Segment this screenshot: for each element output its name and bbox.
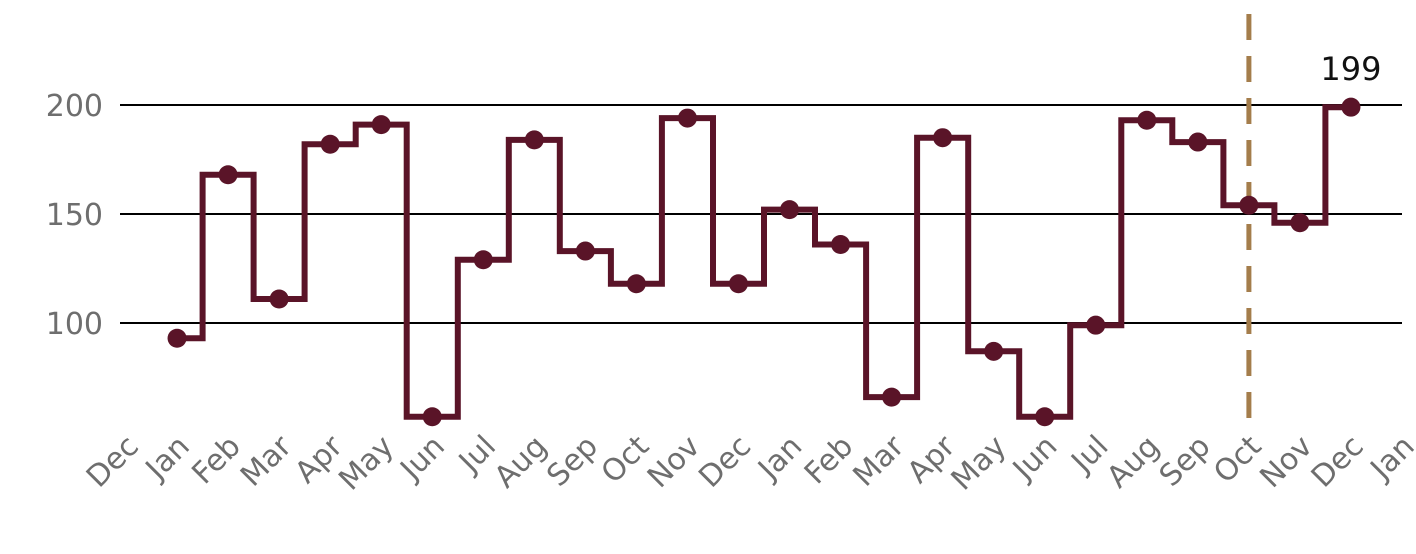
x-tick-label: Jan	[1363, 429, 1416, 488]
data-point	[626, 274, 646, 294]
x-tick-label: Oct	[595, 429, 657, 491]
y-axis-tick-labels: 100 150 200	[46, 89, 103, 342]
x-tick-label: Jan	[138, 429, 197, 488]
data-point	[1341, 97, 1361, 117]
data-point	[167, 328, 187, 348]
series-step-line	[177, 104, 1351, 420]
x-tick-label: May	[945, 429, 1014, 498]
data-point	[1290, 213, 1310, 233]
x-tick-label: Feb	[185, 429, 247, 491]
x-tick-label: Jun	[393, 429, 452, 488]
data-point	[1188, 132, 1208, 152]
data-point	[984, 341, 1004, 361]
data-label-last-point: 199	[1320, 50, 1381, 88]
x-tick-label: Aug	[1100, 429, 1166, 495]
data-point	[422, 407, 442, 427]
data-point	[933, 128, 953, 148]
x-tick-label: Dec	[692, 429, 758, 495]
data-point	[473, 250, 493, 270]
data-point	[575, 241, 595, 261]
x-tick-label: Mar	[846, 428, 911, 493]
data-point	[269, 289, 289, 309]
data-point	[1137, 110, 1157, 130]
x-tick-label: Nov	[1253, 429, 1319, 495]
data-point	[728, 274, 748, 294]
data-point	[1239, 195, 1259, 215]
y-tick-label: 200	[46, 89, 103, 124]
x-tick-label: Feb	[798, 429, 860, 491]
series-group	[167, 97, 1361, 427]
data-point	[831, 235, 851, 255]
data-point	[780, 200, 800, 220]
x-tick-label: Mar	[234, 428, 299, 493]
data-point	[677, 108, 697, 128]
x-tick-label: Dec	[80, 429, 146, 495]
data-point	[1035, 407, 1055, 427]
x-tick-label: Jan	[750, 429, 809, 488]
data-label-group: 199	[1320, 50, 1381, 88]
y-tick-label: 150	[46, 198, 103, 233]
data-point	[1086, 315, 1106, 335]
x-tick-label: Sep	[540, 429, 605, 494]
x-tick-label: Nov	[641, 429, 707, 495]
x-tick-label: Jun	[1005, 429, 1064, 488]
data-point	[371, 115, 391, 135]
x-tick-label: Sep	[1153, 429, 1218, 494]
data-point	[320, 134, 340, 154]
data-point	[524, 130, 544, 150]
data-point	[882, 387, 902, 407]
data-point	[218, 165, 238, 185]
y-tick-label: 100	[46, 307, 103, 342]
x-tick-label: May	[332, 429, 401, 498]
x-tick-label: Aug	[488, 429, 554, 495]
x-tick-label: Oct	[1207, 429, 1269, 491]
x-tick-label: Dec	[1305, 429, 1371, 495]
